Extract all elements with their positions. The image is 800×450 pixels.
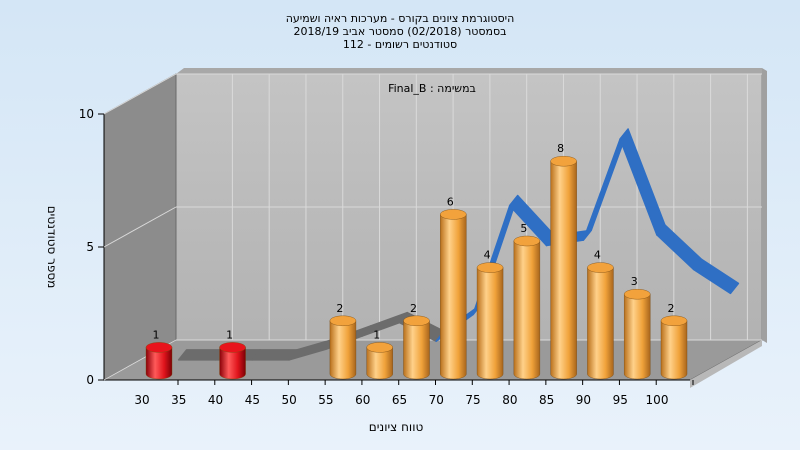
bar-value-label: 2 <box>410 302 417 315</box>
bar-value-label: 1 <box>153 328 160 341</box>
bar-body <box>329 320 357 380</box>
bar-top <box>513 235 541 247</box>
bar <box>403 315 430 380</box>
right-bevel <box>762 68 767 343</box>
bar-body <box>403 320 430 380</box>
bar <box>440 209 467 380</box>
grid-line-side <box>103 73 177 115</box>
bar-value-label: 8 <box>557 142 564 155</box>
bar <box>660 315 688 380</box>
bar <box>329 315 357 380</box>
bar-top <box>476 262 504 273</box>
x-tick-label: 35 <box>171 393 186 407</box>
x-tick-label: 60 <box>355 393 370 407</box>
x-tick-label: 65 <box>392 393 407 407</box>
bar-body <box>513 240 541 380</box>
top-bevel <box>176 68 762 74</box>
bar-body <box>440 214 467 380</box>
x-axis-title: טווח ציונים <box>369 420 424 434</box>
bar-value-labels: 1 1 2 1 2 6 4 5 8 4 3 2 <box>153 142 675 341</box>
x-tick-label: 90 <box>576 393 591 407</box>
bar <box>513 235 541 380</box>
chart-title-line-2: בסמסטר (02/2018) סמסטר אביב 2018/19 <box>293 25 507 38</box>
bar-value-label: 2 <box>668 302 675 315</box>
bar-value-label: 3 <box>631 275 638 288</box>
bar <box>476 262 504 380</box>
x-tick-label: 80 <box>502 393 517 407</box>
bar-top <box>145 342 173 353</box>
bar-value-label: 4 <box>484 249 491 262</box>
bar-top <box>329 315 357 326</box>
bar-body <box>145 347 173 380</box>
bar-top <box>366 342 393 353</box>
bar-body <box>476 267 504 380</box>
floor-bevel <box>690 340 762 388</box>
bar-top <box>624 289 651 300</box>
x-tick-label: 70 <box>429 393 444 407</box>
y-tick-label: 10 <box>79 107 94 121</box>
bar-value-label: 4 <box>594 249 601 262</box>
x-tick-label: 55 <box>318 393 333 407</box>
bar-body <box>366 347 393 380</box>
bar-body <box>624 294 651 380</box>
bar <box>366 342 393 380</box>
bars <box>145 155 688 380</box>
x-tick-label: 50 <box>282 393 297 407</box>
bar-value-label: 6 <box>447 195 454 208</box>
task-annotation: Final_B : במשימה <box>388 82 476 95</box>
bar-top <box>660 315 688 326</box>
x-tick-label: 45 <box>245 393 260 407</box>
y-axis-title: מספר סטודנטים <box>45 206 59 289</box>
bar-top <box>440 209 467 220</box>
chart-title-line-1: היסטוגרמת ציונים בקורס - מערכות ראיה ושמ… <box>285 12 515 25</box>
bar-top <box>219 342 246 353</box>
bar-value-label: 1 <box>373 328 380 341</box>
bar-value-label: 1 <box>226 328 233 341</box>
curve-segment <box>692 258 740 295</box>
grid-line-side <box>103 206 177 248</box>
x-tick-label: 95 <box>613 393 628 407</box>
chart-title-line-3: סטודנטים רשומים - 112 <box>342 38 458 51</box>
bar-body <box>219 347 246 380</box>
bar-value-label: 2 <box>336 302 343 315</box>
bar-value-label: 5 <box>520 222 527 235</box>
x-tick-label: 75 <box>465 393 480 407</box>
y-tick-label: 0 <box>86 373 94 387</box>
bar-body <box>587 267 614 380</box>
bar-body <box>660 320 688 380</box>
bar <box>145 342 173 380</box>
bar <box>624 289 651 380</box>
x-tick-label: 40 <box>208 393 223 407</box>
bar <box>587 262 614 380</box>
bar <box>219 342 246 380</box>
bar-top <box>587 262 614 273</box>
bar <box>550 155 577 380</box>
x-tick-label: 85 <box>539 393 554 407</box>
bar-top <box>403 315 430 326</box>
x-tick-label: 30 <box>134 393 149 407</box>
bar-body <box>550 161 577 380</box>
bar-top <box>550 155 577 167</box>
x-tick-label: 100 <box>646 393 669 407</box>
y-tick-label: 5 <box>86 240 94 254</box>
